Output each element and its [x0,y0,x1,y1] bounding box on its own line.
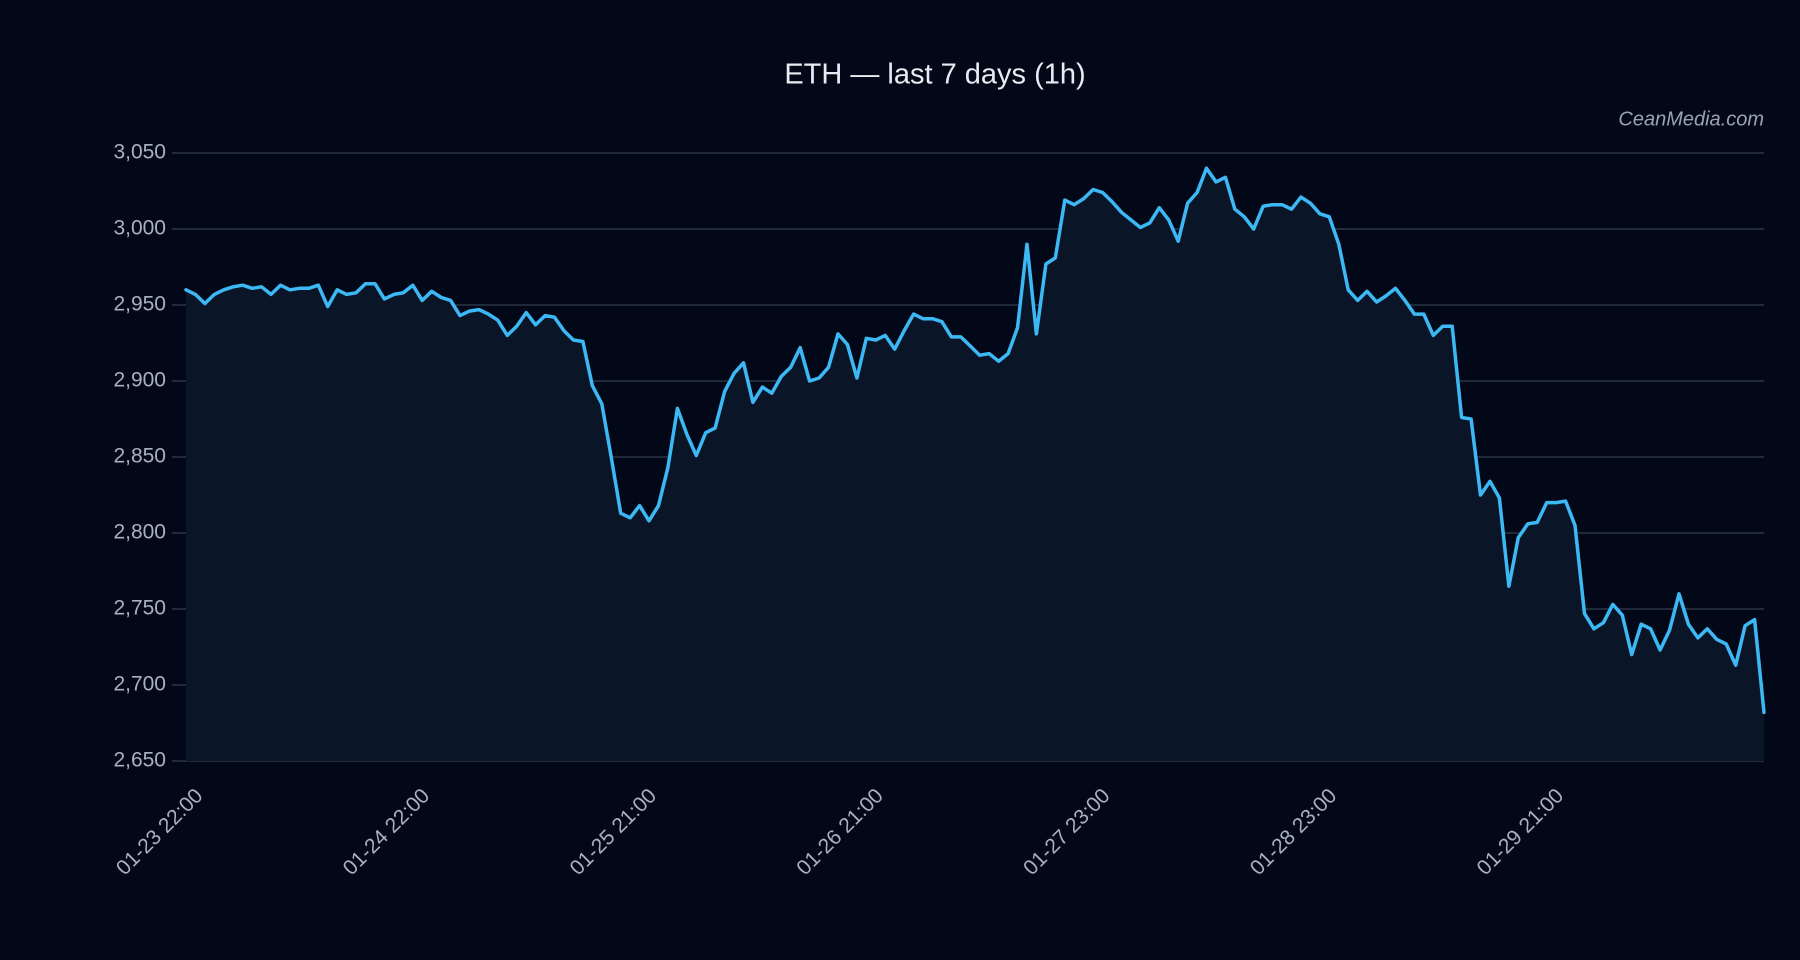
y-tick-label: 2,800 [113,521,166,544]
y-tick-label: 2,900 [113,369,166,392]
chart-title: ETH — last 7 days (1h) [784,59,1085,91]
y-tick-label: 3,000 [113,217,166,240]
y-tick-label: 3,050 [113,141,166,164]
line [184,166,1766,715]
y-tick-label: 2,700 [113,673,166,696]
y-tick-label: 2,950 [113,293,166,316]
watermark: CeanMedia.com [1618,108,1764,130]
area [186,168,1764,761]
y-tick-label: 2,750 [113,597,166,620]
y-tick-label: 2,850 [113,445,166,468]
y-tick-label: 2,650 [113,749,166,772]
